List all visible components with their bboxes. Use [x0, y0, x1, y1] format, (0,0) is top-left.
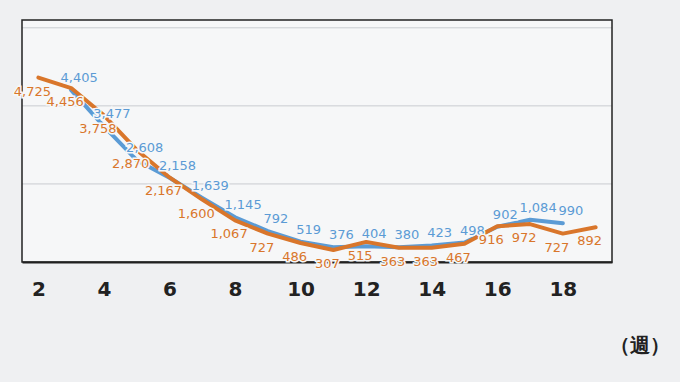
data-label: 363 [413, 254, 438, 269]
data-label: 1,600 [178, 206, 215, 221]
x-tick-label: 14 [418, 277, 446, 301]
x-tick: 8 [229, 262, 243, 301]
data-label: 972 [512, 230, 537, 245]
x-tick-label: 12 [353, 277, 381, 301]
data-label: 727 [544, 240, 569, 255]
data-label: 4,456 [47, 94, 84, 109]
series-line [71, 90, 563, 247]
x-tick-label: 16 [484, 277, 512, 301]
series-lines [38, 78, 595, 250]
data-label: 515 [348, 248, 373, 263]
grid [22, 28, 612, 262]
plot-area [22, 20, 612, 262]
data-label: 3,758 [79, 121, 116, 136]
data-label: 4,725 [14, 84, 51, 99]
data-label: 2,870 [112, 156, 149, 171]
data-labels: 4,405 3,477 2,608 2,158 1,639 1,145792 519 376 4… [14, 70, 602, 271]
data-label: 990 [558, 203, 583, 218]
x-tick-label: 8 [229, 277, 243, 301]
data-label: 467 [446, 250, 471, 265]
data-label: 1,084 [519, 200, 556, 215]
grid-line [22, 183, 612, 184]
x-tick-label: 6 [163, 277, 177, 301]
x-tick-label: 10 [287, 277, 315, 301]
x-tick: 16 [484, 262, 512, 301]
data-label: 3,477 [93, 106, 130, 121]
data-label: 307 [315, 256, 340, 271]
data-label: 2,608 [126, 140, 163, 155]
x-tick: 12 [353, 262, 381, 301]
chart: 2 4 6 8 10 12 14 16 18 4,405 3,477 2,608 2,158 1,639 1… [0, 0, 680, 382]
grid-line [22, 27, 612, 28]
x-tick-label: 18 [549, 277, 577, 301]
x-tick: 4 [97, 262, 111, 301]
series-line [38, 78, 595, 250]
data-label: 4,405 [61, 70, 98, 85]
data-label: 727 [249, 240, 274, 255]
data-label: 902 [493, 207, 518, 222]
data-label: 916 [479, 232, 504, 247]
data-label: 2,158 [159, 158, 196, 173]
x-tick-label: 4 [97, 277, 111, 301]
data-label: 1,145 [224, 197, 261, 212]
x-tick: 2 [32, 262, 46, 301]
x-tick-label: 2 [32, 277, 46, 301]
data-label: 380 [395, 227, 420, 242]
data-label: 1,639 [192, 178, 229, 193]
data-label: 423 [427, 225, 452, 240]
data-label: 2,167 [145, 183, 182, 198]
plot-frame [22, 20, 612, 262]
data-label: 376 [329, 227, 354, 242]
data-label: 486 [282, 249, 307, 264]
data-label: 792 [263, 211, 288, 226]
x-tick: 18 [549, 262, 577, 301]
x-tick: 6 [163, 262, 177, 301]
data-label: 404 [362, 226, 387, 241]
x-axis-title: （週） [610, 333, 670, 357]
data-label: 519 [296, 222, 321, 237]
data-label: 363 [381, 254, 406, 269]
x-tick: 10 [287, 262, 315, 301]
data-label: 892 [577, 233, 602, 248]
data-label: 1,067 [210, 226, 247, 241]
